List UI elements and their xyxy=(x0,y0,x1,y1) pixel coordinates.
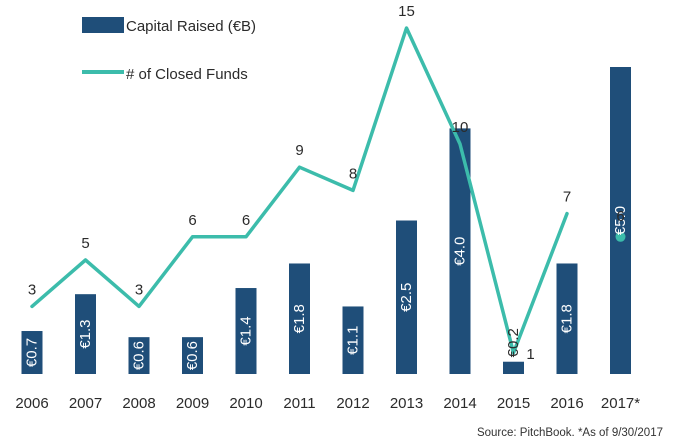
fund-count-label: 6 xyxy=(242,212,250,229)
line-series xyxy=(30,26,569,355)
fund-count-label: 9 xyxy=(295,142,303,159)
x-tick-label: 2015 xyxy=(497,395,530,412)
bar-value-label: €1.8 xyxy=(291,304,308,333)
bar-value-label: €0.6 xyxy=(184,341,201,370)
bar-2010 xyxy=(235,288,257,374)
bar-2012 xyxy=(342,306,364,374)
bar-2006 xyxy=(21,331,43,374)
fund-count-label: 5 xyxy=(81,235,89,252)
bar-value-label: €1.3 xyxy=(77,319,94,348)
legend: Capital Raised (€B) # of Closed Funds xyxy=(82,17,256,83)
bar-value-label: €0.6 xyxy=(131,341,148,370)
x-tick-label: 2013 xyxy=(390,395,423,412)
x-tick-label: 2008 xyxy=(122,395,155,412)
fund-count-label: 7 xyxy=(563,189,571,206)
line-point-2017* xyxy=(615,231,626,242)
x-tick-label: 2011 xyxy=(283,395,315,412)
bar-value-label: €0.2 xyxy=(505,328,522,357)
bar-value-label: €4.0 xyxy=(452,237,469,266)
fund-count-label: 6 xyxy=(616,208,624,225)
line-layer xyxy=(30,26,626,355)
x-axis-ticks: 2006 2007 2008 2009 2010 2011 2012 2013 2014 2015… xyxy=(15,395,640,412)
bar-2007 xyxy=(75,294,96,374)
x-tick-label: 2009 xyxy=(176,395,209,412)
bar-2008 xyxy=(128,337,150,374)
bar-2016 xyxy=(556,263,578,374)
bar-value-label: €2.5 xyxy=(398,283,415,312)
x-tick-label: 2010 xyxy=(229,395,262,412)
bars-layer xyxy=(21,67,631,374)
labels-layer: €0.7 €1.3 €0.6 €0.6 €1.4 €1.8 €1.1 €2.5 €4.0 €0.2… xyxy=(24,3,630,370)
fund-count-label: 15 xyxy=(398,3,415,20)
source-note: Source: PitchBook. *As of 9/30/2017 xyxy=(477,427,663,439)
bar-value-label: €1.4 xyxy=(238,316,255,345)
bar-2014 xyxy=(449,128,471,374)
fund-count-label: 6 xyxy=(188,212,196,229)
bar-value-label: €5.0 xyxy=(612,206,629,235)
legend-line-label: # of Closed Funds xyxy=(126,66,248,83)
x-tick-label: 2014 xyxy=(443,395,476,412)
fund-count-label: 3 xyxy=(28,281,36,298)
bar-2011 xyxy=(289,263,310,374)
x-tick-label: 2006 xyxy=(15,395,48,412)
bar-value-label: €0.7 xyxy=(24,338,41,367)
x-tick-label: 2017* xyxy=(601,395,640,412)
bar-2013 xyxy=(396,220,417,374)
fund-count-label: 1 xyxy=(526,346,534,363)
fund-count-label: 10 xyxy=(452,119,469,136)
fund-count-label: 8 xyxy=(349,165,357,182)
x-tick-label: 2007 xyxy=(69,395,102,412)
bar-value-label: €1.8 xyxy=(559,304,576,333)
legend-bar-swatch xyxy=(82,17,124,33)
bar-2015 xyxy=(503,361,524,374)
bar-value-label: €1.1 xyxy=(345,326,362,355)
legend-bar-label: Capital Raised (€B) xyxy=(126,18,256,35)
legend-line-swatch xyxy=(82,70,124,74)
bar-2017* xyxy=(610,67,631,374)
x-tick-label: 2012 xyxy=(336,395,369,412)
bar-2009 xyxy=(182,337,203,374)
x-tick-label: 2016 xyxy=(550,395,583,412)
fund-count-label: 3 xyxy=(135,281,143,298)
